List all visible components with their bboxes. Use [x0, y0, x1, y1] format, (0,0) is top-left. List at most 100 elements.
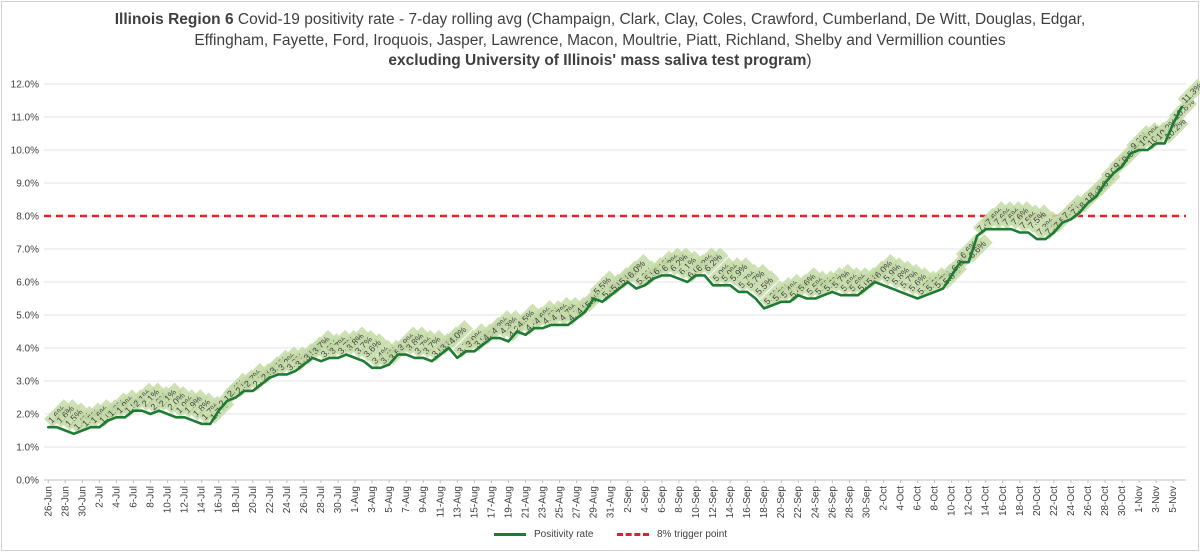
data-label-bg	[512, 303, 542, 332]
data-label-bg	[751, 270, 780, 299]
x-tick-label: 14-Jul	[197, 486, 208, 513]
legend-label-positivity: Positivity rate	[534, 528, 594, 540]
x-tick-label: 3-Nov	[1151, 486, 1162, 513]
x-tick-label: 20-Oct	[1032, 486, 1043, 516]
data-label-bg	[708, 257, 738, 286]
data-label-bg	[742, 263, 772, 293]
legend-item-trigger: 8% trigger point	[617, 525, 727, 543]
x-tick-label: 1-Nov	[1134, 486, 1145, 513]
data-label-bg	[1177, 79, 1200, 108]
x-tick-label: 28-Sep	[844, 486, 855, 519]
x-tick-label: 20-Jul	[248, 486, 259, 513]
data-label-bg	[725, 257, 755, 286]
x-tick-label: 12-Sep	[708, 486, 719, 519]
data-label-bg	[955, 234, 985, 263]
x-tick-label: 4-Jul	[111, 486, 122, 508]
y-tick-label: 7.0%	[16, 245, 39, 256]
x-tick-label: 5-Nov	[1168, 486, 1179, 513]
x-tick-label: 28-Jul	[316, 486, 327, 513]
data-label-bg	[793, 267, 823, 296]
x-tick-label: 27-Aug	[572, 486, 583, 518]
data-label-bg	[734, 263, 763, 293]
data-label-bg	[691, 247, 721, 276]
x-tick-label: 30-Jul	[333, 486, 344, 513]
legend-swatch-trigger	[617, 532, 649, 536]
data-label-bg	[325, 329, 354, 359]
x-tick-label: 16-Sep	[742, 486, 753, 519]
x-tick-label: 26-Sep	[827, 486, 838, 519]
data-label-bg	[137, 382, 167, 411]
y-tick-label: 9.0%	[16, 179, 39, 190]
data-label-bg	[879, 257, 908, 286]
data-label-bg	[546, 296, 576, 326]
data-label-bg	[1134, 121, 1164, 151]
x-tick-label: 11-Aug	[435, 486, 446, 518]
data-label-bg	[700, 247, 729, 276]
x-tick-label: 3-Aug	[367, 486, 378, 513]
data-label-bg	[112, 389, 141, 418]
data-label-bg	[274, 346, 303, 375]
data-label-bg	[589, 270, 618, 299]
title-line1: Covid-19 positivity rate - 7-day rolling…	[233, 11, 1086, 28]
data-label-bg	[342, 326, 371, 355]
y-tick-label: 4.0%	[16, 344, 39, 355]
chart-legend: Positivity rate 8% trigger point	[0, 525, 1200, 543]
data-label-bg	[1032, 211, 1061, 240]
data-label-bg	[657, 247, 686, 276]
x-tick-label: 9-Aug	[418, 486, 429, 513]
x-tick-label: 10-Oct	[947, 486, 958, 516]
x-tick-label: 14-Oct	[981, 486, 992, 516]
data-label-bg	[998, 201, 1027, 230]
data-label-bg	[61, 402, 90, 431]
x-tick-label: 25-Aug	[555, 486, 566, 518]
data-label-bg	[990, 201, 1019, 230]
x-tick-label: 5-Aug	[384, 486, 395, 513]
y-tick-label: 12.0%	[11, 80, 39, 91]
y-tick-label: 3.0%	[16, 377, 39, 388]
x-tick-label: 20-Sep	[776, 486, 787, 519]
data-label-bg	[86, 399, 115, 428]
x-tick-label: 30-Jun	[77, 486, 88, 517]
x-tick-label: 6-Oct	[913, 486, 924, 511]
data-label-bg	[444, 319, 473, 349]
y-tick-label: 0.0%	[16, 476, 39, 487]
data-label-bg	[240, 362, 269, 392]
x-tick-label: 22-Jul	[265, 486, 276, 513]
data-label-bg	[367, 339, 397, 369]
data-label-bg	[163, 385, 192, 415]
data-label-bg	[896, 263, 925, 293]
x-tick-label: 21-Aug	[521, 486, 532, 518]
chart-title: Illinois Region 6 Covid-19 positivity ra…	[20, 10, 1180, 72]
data-label-bg	[666, 247, 695, 276]
x-tick-label: 10-Jul	[163, 486, 174, 513]
title-line3-end: )	[806, 52, 812, 69]
x-tick-label: 6-Sep	[657, 486, 668, 513]
x-tick-label: 26-Jul	[299, 486, 310, 513]
data-label-bg	[623, 253, 652, 283]
title-line2: Effingham, Fayette, Ford, Iroquois, Jasp…	[194, 31, 1006, 49]
y-tick-label: 6.0%	[16, 278, 39, 289]
data-label-bg	[529, 300, 559, 329]
data-label-bg	[717, 257, 746, 286]
x-tick-label: 12-Jul	[180, 486, 191, 513]
x-tick-label: 16-Oct	[998, 486, 1009, 516]
data-label-bg	[981, 201, 1010, 230]
x-tick-label: 7-Aug	[401, 486, 412, 513]
x-tick-label: 24-Sep	[810, 486, 821, 519]
data-label-bg	[555, 296, 584, 326]
x-tick-label: 18-Oct	[1015, 486, 1026, 516]
data-label-bg	[359, 333, 388, 362]
x-tick-label: 18-Sep	[759, 486, 770, 519]
x-tick-label: 18-Jul	[231, 486, 242, 513]
data-label-bg	[845, 267, 874, 296]
y-tick-label: 11.0%	[11, 113, 39, 124]
data-label-bg	[171, 389, 201, 418]
x-tick-label: 22-Sep	[793, 486, 804, 519]
x-tick-label: 31-Aug	[606, 486, 617, 518]
x-tick-label: 15-Aug	[469, 486, 480, 518]
data-label-bg	[308, 329, 337, 359]
data-label-bg	[904, 267, 934, 296]
x-tick-label: 24-Oct	[1066, 486, 1077, 516]
x-tick-label: 26-Jun	[43, 486, 54, 517]
